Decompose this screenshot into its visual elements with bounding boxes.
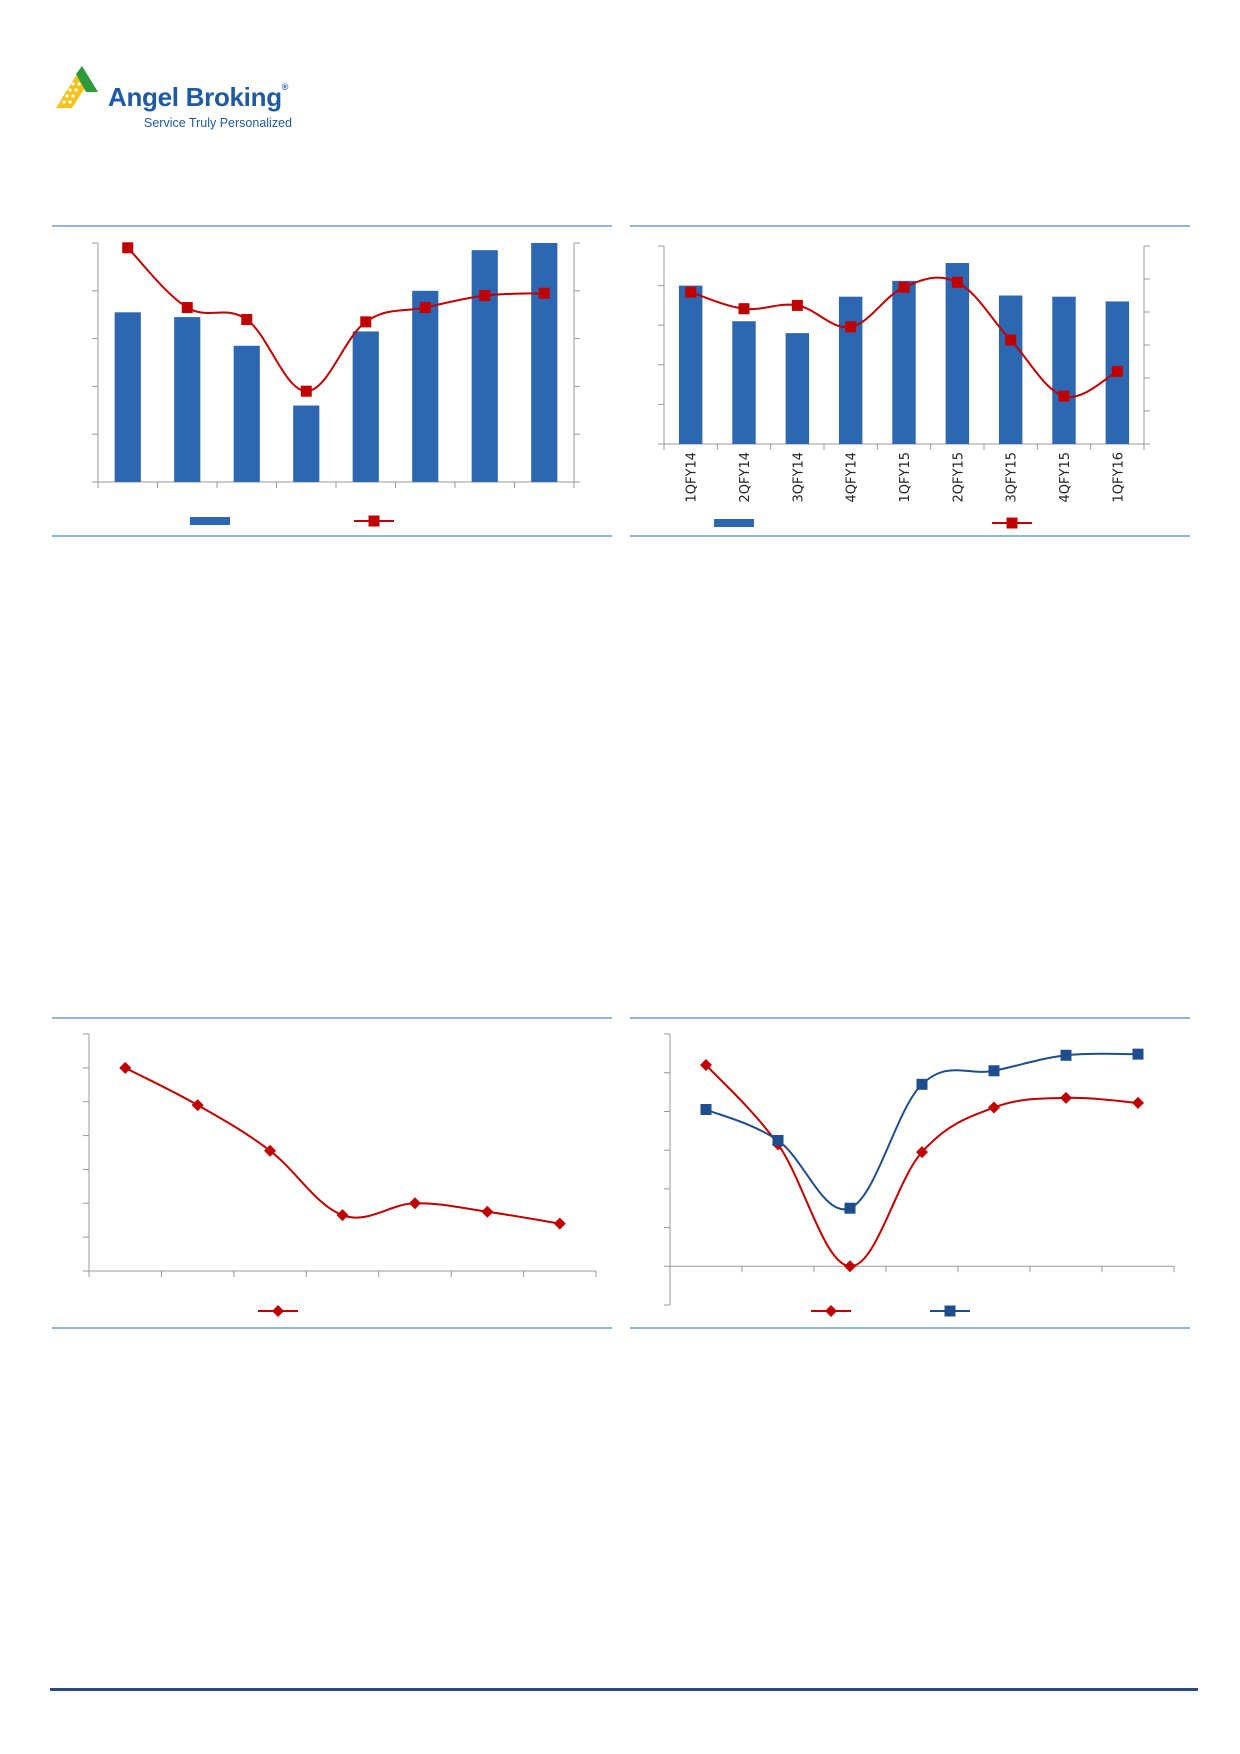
line-marker (122, 242, 134, 254)
legend-line-marker (825, 1305, 837, 1317)
bar (945, 263, 970, 444)
bar (892, 280, 916, 444)
legend-line-marker (944, 1305, 956, 1317)
bar (838, 296, 863, 444)
line-marker (191, 1099, 204, 1112)
bar (114, 312, 141, 482)
category-label: 3QFY15 (1005, 452, 1020, 502)
logo-triangle-icon (56, 66, 98, 108)
category-label: 1QFY16 (1111, 452, 1126, 502)
line-marker (791, 299, 803, 311)
bar (471, 250, 498, 482)
chart-3-line (52, 1017, 612, 1329)
line-marker (988, 1101, 1000, 1114)
chart-4-two-line (630, 1017, 1190, 1329)
bar (785, 333, 810, 444)
bar (531, 243, 558, 482)
line-marker (1132, 1096, 1144, 1109)
bar (174, 317, 201, 482)
line-marker (898, 281, 910, 293)
line-marker (1060, 1091, 1072, 1104)
bar (352, 331, 379, 482)
brand-tagline: Service Truly Personalized (144, 116, 292, 130)
line-marker (1111, 365, 1123, 377)
legend-line-marker (1006, 517, 1018, 529)
category-label: 4QFY15 (1058, 452, 1073, 502)
line-marker (845, 321, 857, 333)
category-label: 1QFY14 (685, 452, 700, 502)
line-marker (419, 302, 431, 314)
bar (233, 345, 260, 482)
line-marker (685, 286, 697, 298)
category-label: 2QFY14 (738, 452, 753, 502)
line-marker (772, 1134, 784, 1146)
line-marker (951, 276, 963, 288)
line-marker (916, 1078, 928, 1090)
legend-bar-swatch (190, 517, 230, 525)
legend-line-marker (368, 515, 380, 527)
category-label: 1QFY15 (898, 452, 913, 502)
line-marker (119, 1061, 132, 1074)
line-marker (844, 1202, 856, 1214)
line-marker (1005, 334, 1017, 346)
line-marker (916, 1146, 928, 1159)
series-line (124, 1066, 560, 1225)
line-marker (264, 1144, 277, 1157)
category-label: 2QFY15 (951, 452, 966, 502)
bar (732, 321, 756, 444)
line-marker (538, 287, 550, 299)
category-label: 3QFY14 (791, 452, 806, 502)
line-marker (1060, 1049, 1072, 1061)
line-marker (738, 303, 750, 315)
bar (412, 290, 439, 482)
line-marker (241, 313, 253, 325)
series-line (705, 1052, 1139, 1211)
bar (678, 285, 703, 444)
line-marker (553, 1217, 566, 1230)
legend-line-marker (272, 1305, 284, 1317)
line-marker (700, 1103, 712, 1115)
line-marker (336, 1209, 349, 1222)
line-marker (481, 1205, 494, 1218)
line-marker (844, 1260, 856, 1273)
bar (998, 295, 1023, 444)
series-line (705, 1064, 1139, 1268)
chart-2-quarterly-bar-line: 1QFY14 2QFY14 3QFY14 4QFY14 1QFY15 2QFY15 3QFY… (630, 225, 1190, 537)
category-label: 4QFY14 (845, 452, 860, 502)
bar (1052, 296, 1076, 444)
line-marker (300, 385, 312, 397)
legend-bar-swatch (714, 519, 754, 527)
line-marker (988, 1065, 1000, 1077)
bar (293, 405, 320, 482)
line-marker (181, 302, 193, 314)
line-marker (700, 1058, 712, 1071)
brand-name: Angel Broking® (108, 82, 289, 112)
chart-1-bar-line (52, 225, 612, 537)
line-marker (1058, 390, 1070, 402)
line-marker (360, 316, 372, 328)
line-marker (479, 290, 491, 302)
line-marker (1132, 1048, 1144, 1060)
line-marker (408, 1197, 421, 1210)
angel-broking-logo: Angel Broking® Service Truly Personalize… (52, 62, 312, 134)
footer-rule (50, 1688, 1198, 1691)
